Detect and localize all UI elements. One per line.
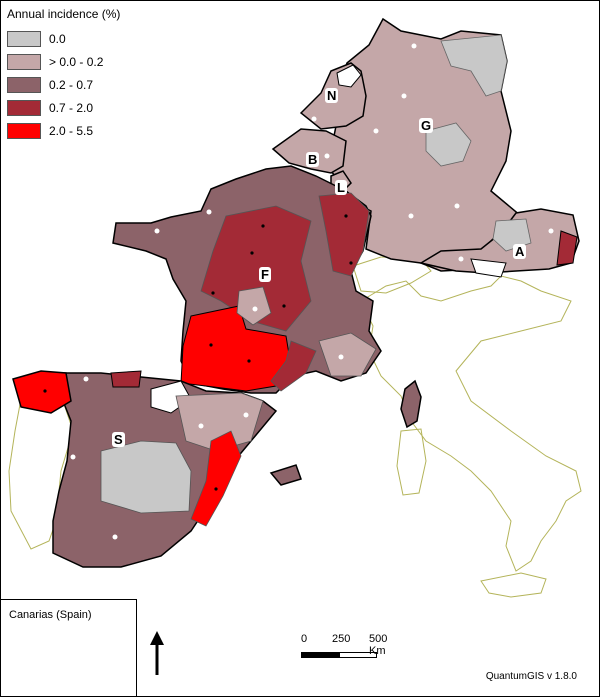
- legend-label: 0.0: [49, 31, 66, 46]
- label-luxembourg: L: [335, 180, 347, 195]
- legend-item: > 0.0 - 0.2: [7, 50, 120, 73]
- legend-swatch: [7, 53, 41, 70]
- belgium-region: [271, 128, 347, 174]
- spain-east-light: [175, 392, 264, 452]
- france-east-high: [318, 192, 370, 277]
- label-france: F: [259, 267, 271, 282]
- france-lot-high: [270, 340, 317, 392]
- scale-zero: 0: [301, 633, 308, 645]
- legend-swatch: [7, 30, 41, 47]
- legend-label: 0.2 - 0.7: [49, 77, 94, 92]
- label-austria: A: [513, 244, 527, 259]
- legend-label: 0.7 - 2.0: [49, 100, 94, 115]
- germany-mid-zero: [425, 122, 472, 167]
- canarias-inset: Canarias (Spain): [1, 599, 137, 696]
- sardinia-outline: [396, 428, 427, 496]
- legend-swatch: [7, 99, 41, 116]
- legend-item: 2.0 - 5.5: [7, 119, 120, 142]
- portugal-outline: [8, 398, 74, 550]
- legend-title: Annual incidence (%): [7, 7, 121, 21]
- austria-south-nodata: [470, 258, 507, 278]
- label-netherlands: N: [325, 88, 339, 103]
- france-provence-light: [318, 332, 377, 377]
- france-center-high: [200, 205, 312, 332]
- legend-swatch: [7, 76, 41, 93]
- legend-item: 0.2 - 0.7: [7, 73, 120, 96]
- corsica-region: [400, 379, 422, 429]
- germany-east-zero: [440, 34, 508, 97]
- inset-title: Canarias (Spain): [9, 609, 92, 621]
- legend-label: 2.0 - 5.5: [49, 123, 94, 138]
- spain-north-high: [110, 370, 142, 388]
- region-markers: [70, 43, 554, 540]
- italy-outline: [360, 275, 582, 572]
- scale-mid: 250: [332, 633, 351, 645]
- france-auvergne-light: [236, 286, 272, 326]
- north-arrow-icon: [150, 631, 164, 675]
- spain-center-zero: [100, 440, 192, 514]
- scale-max: 500 Km: [369, 633, 388, 657]
- legend-item: 0.7 - 2.0: [7, 96, 120, 119]
- austria-east-high: [556, 230, 578, 266]
- sicily-outline: [480, 572, 547, 598]
- legend-label: > 0.0 - 0.2: [49, 54, 104, 69]
- legend-swatch: [7, 122, 41, 139]
- galicia-max: [12, 370, 72, 414]
- balearic-region: [269, 464, 302, 486]
- label-belgium: B: [306, 152, 320, 167]
- label-spain: S: [112, 432, 125, 447]
- credit-text: QuantumGIS v 1.8.0: [485, 671, 577, 682]
- label-germany: G: [419, 118, 434, 133]
- spain-valencia-max: [190, 430, 242, 527]
- scale-bar: 0 250 500 Km: [301, 633, 387, 658]
- legend-item: 0.0: [7, 27, 120, 50]
- legend: Annual incidence (%) 0.0 > 0.0 - 0.2 0.2 -…: [7, 7, 120, 142]
- netherlands-north-zero: [336, 64, 362, 88]
- high-markers: [43, 214, 353, 491]
